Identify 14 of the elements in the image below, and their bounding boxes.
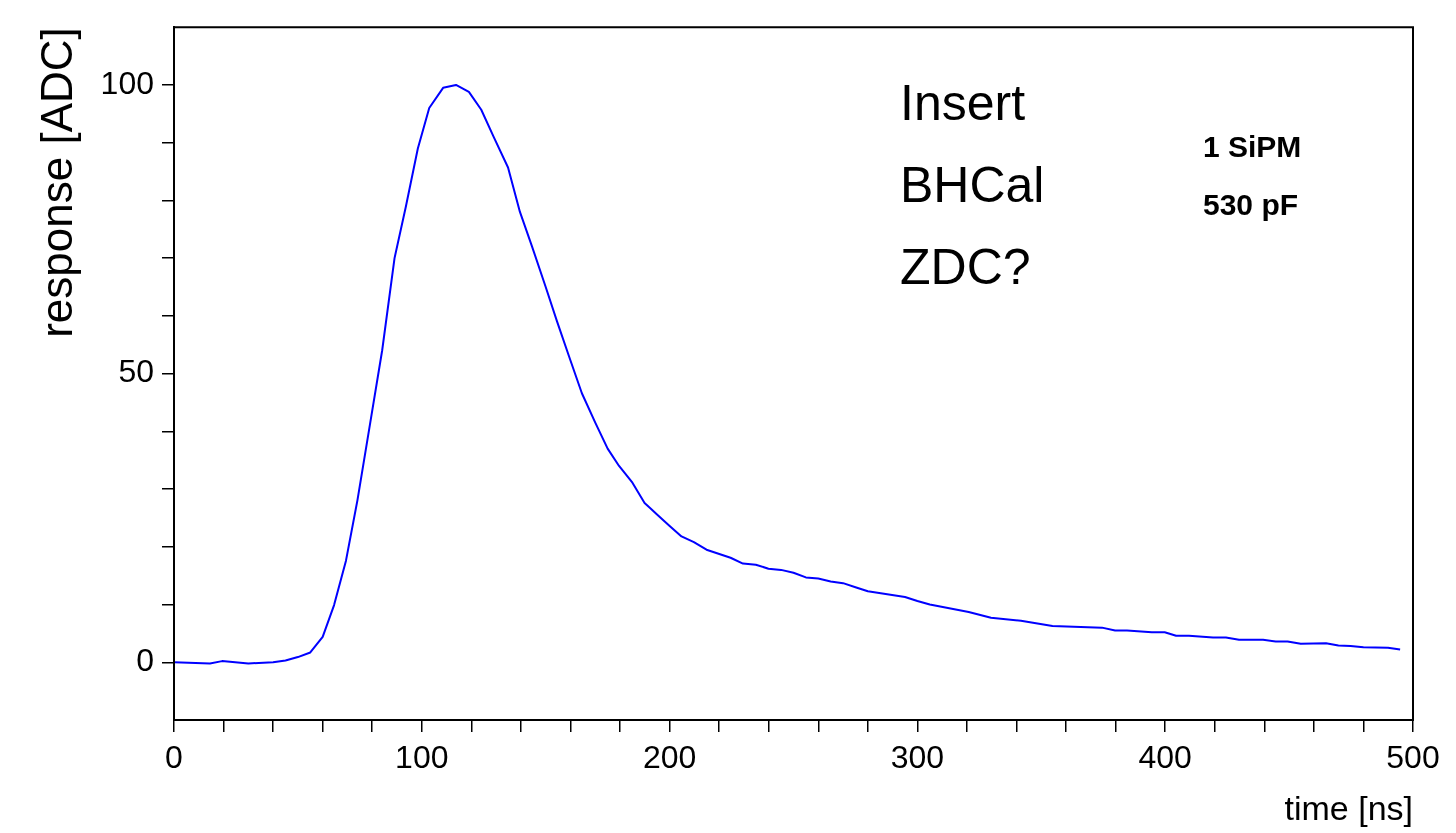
x-axis-title: time [ns] bbox=[1284, 789, 1413, 827]
annotation: 1 SiPM bbox=[1203, 130, 1302, 163]
x-tick-label: 300 bbox=[890, 739, 945, 776]
x-tick-label: 200 bbox=[642, 739, 697, 776]
x-tick-label: 0 bbox=[165, 739, 183, 776]
y-tick-label: 0 bbox=[136, 642, 154, 679]
y-axis-title: response [ADC] bbox=[32, 27, 81, 338]
annotation: 530 pF bbox=[1203, 188, 1299, 221]
y-tick-label: 100 bbox=[100, 64, 154, 101]
y-tick-label: 50 bbox=[118, 353, 154, 390]
x-tick-label: 500 bbox=[1386, 739, 1440, 776]
x-tick-label: 400 bbox=[1138, 739, 1192, 776]
x-tick-label: 100 bbox=[395, 739, 449, 776]
annotation: Insert BHCal ZDC? bbox=[900, 75, 1045, 295]
